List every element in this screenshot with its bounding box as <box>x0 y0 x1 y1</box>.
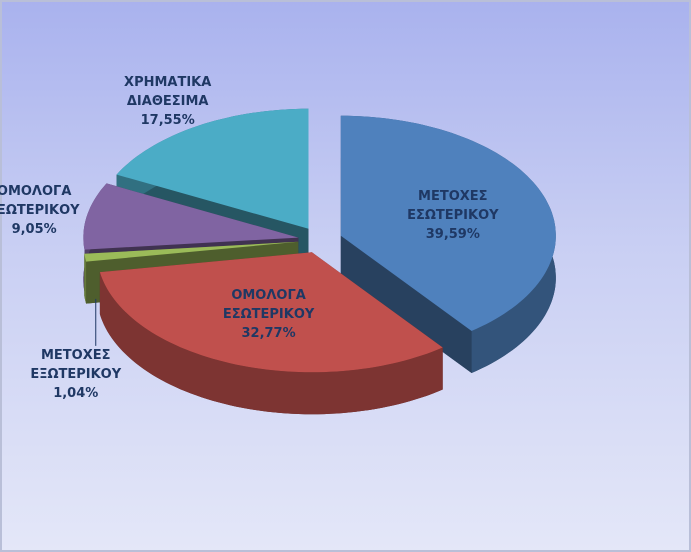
value-label: 39,59% <box>425 226 480 242</box>
category-name: ΧΡΗΜΑΤΙΚΑ ΔΙΑΘΕΣΙΜΑ <box>124 74 212 109</box>
slice-top <box>340 115 556 331</box>
data-label: ΧΡΗΜΑΤΙΚΑ ΔΙΑΘΕΣΙΜΑ 17,55% <box>103 73 233 130</box>
slice-wall <box>340 235 472 373</box>
data-label: ΜΕΤΟΧΕΣ ΕΣΩΤΕΡΙΚΟΥ 39,59% <box>388 187 518 244</box>
value-label: 9,05% <box>11 222 57 238</box>
slice-side <box>99 272 443 415</box>
data-label: ΟΜΟΛΟΓΑ ΕΣΩΤΕΡΙΚΟΥ 32,77% <box>204 286 334 343</box>
value-label: 17,55% <box>140 112 195 128</box>
value-label: 1,04% <box>53 385 99 401</box>
data-label: ΜΕΤΟΧΕΣ ΕΞΩΤΕΡΙΚΟΥ 1,04% <box>11 346 141 403</box>
slice-top <box>83 183 299 250</box>
category-name: ΜΕΤΟΧΕΣ ΕΣΩΤΕΡΙΚΟΥ <box>407 188 499 223</box>
category-name: ΟΜΟΛΟΓΑ ΕΣΩΤΕΡΙΚΟΥ <box>222 287 315 322</box>
category-name: ΟΜΟΛΟΓΑ ΕΞΩΤΕΡΙΚΟΥ <box>0 184 80 219</box>
slice-side <box>84 253 87 304</box>
slice-top <box>99 252 443 373</box>
category-name: ΜΕΤΟΧΕΣ ΕΞΩΤΕΡΙΚΟΥ <box>30 347 122 382</box>
value-label: 32,77% <box>241 325 296 341</box>
slice-top <box>116 108 309 229</box>
slice-top <box>84 241 299 262</box>
data-label: ΟΜΟΛΟΓΑ ΕΞΩΤΕΡΙΚΟΥ 9,05% <box>0 182 99 239</box>
